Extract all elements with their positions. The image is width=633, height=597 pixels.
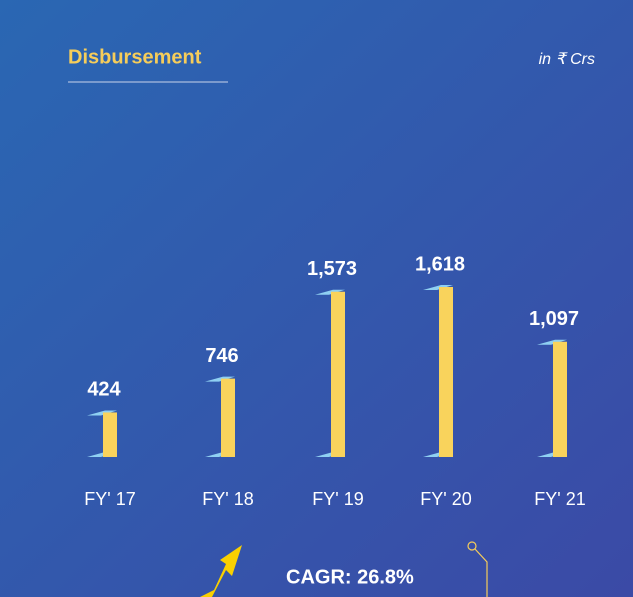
growth-arrow xyxy=(200,545,242,597)
bar xyxy=(331,291,345,457)
plot-area: FY' 17 424 FY' 18 746 FY' 19 1,573 FY' 20 1,618… xyxy=(84,253,585,508)
bar xyxy=(439,287,453,457)
value-label: 1,618 xyxy=(415,253,465,275)
x-tick-label: FY' 19 xyxy=(312,489,363,509)
bar-top-face xyxy=(423,285,453,290)
cagr-annotation: CAGR: 26.8% xyxy=(286,566,414,588)
bar-top-face xyxy=(205,376,235,382)
bar xyxy=(553,341,567,457)
x-tick-label: FY' 21 xyxy=(534,489,585,509)
chart-title: Disbursement xyxy=(68,46,202,68)
bar xyxy=(221,378,235,457)
unit-note: in ₹ Crs xyxy=(539,51,595,68)
decor-line xyxy=(474,548,488,597)
bar xyxy=(103,412,117,457)
value-label: 424 xyxy=(87,379,121,401)
bar-top-face xyxy=(315,289,345,295)
value-label: 1,097 xyxy=(529,308,579,330)
x-tick-label: FY' 18 xyxy=(202,489,253,509)
bar-top-face xyxy=(87,410,117,416)
decor-circle xyxy=(467,541,477,551)
value-label: 746 xyxy=(205,345,238,367)
value-label: 1,573 xyxy=(307,258,357,280)
x-tick-label: FY' 17 xyxy=(84,489,135,509)
bar-top-face xyxy=(537,339,567,345)
x-tick-label: FY' 20 xyxy=(420,489,471,509)
